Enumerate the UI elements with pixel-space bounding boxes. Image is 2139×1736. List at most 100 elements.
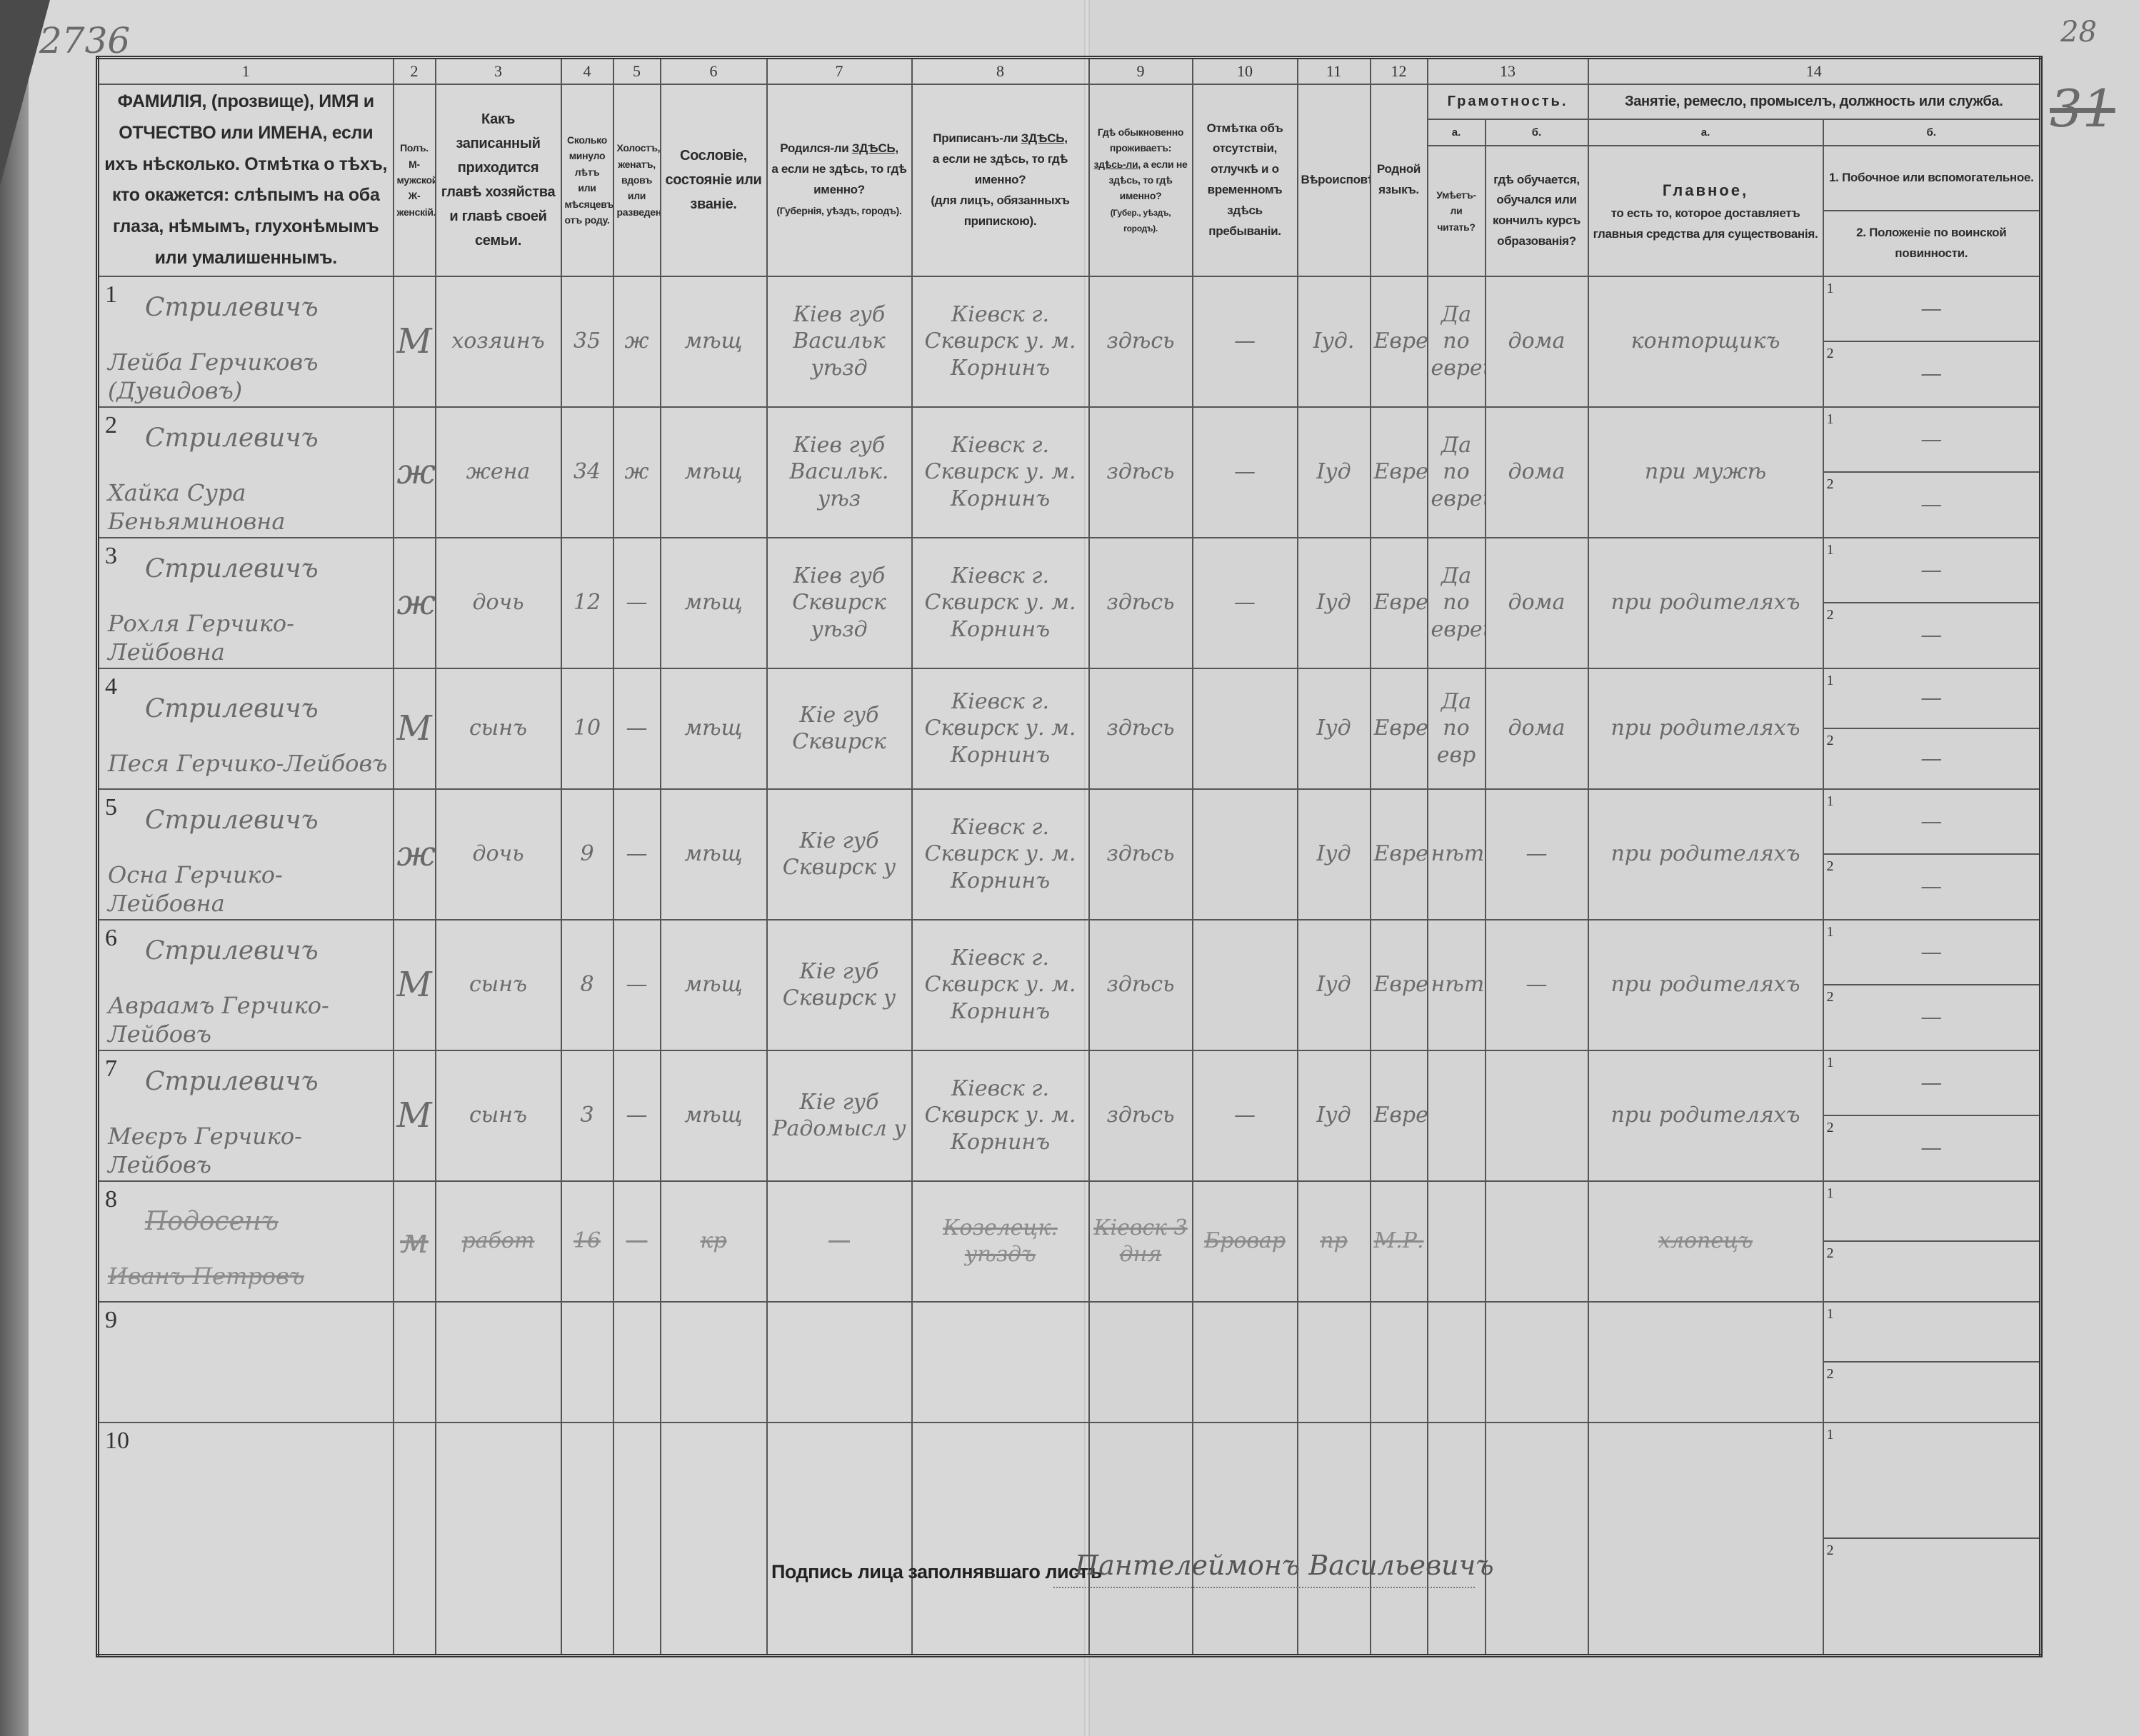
header-sex: Полъ. М-мужской. Ж-женскій. xyxy=(392,84,436,277)
header-language: Родной языкъ. xyxy=(1369,84,1428,277)
sub-label-1: 1 xyxy=(1826,411,1834,427)
sub-label-1: 1 xyxy=(1826,1305,1834,1322)
table-row: 2 Стрилевичъ Хайка Сура Беньяминовна ж жен… xyxy=(96,406,2042,538)
header-registered-c: (для лицъ, обязанныхъ припискою). xyxy=(931,193,1070,228)
cell-religion: Іуд xyxy=(1296,406,1371,538)
cell-marital xyxy=(612,1300,661,1423)
cell-residence: здѣсь xyxy=(1088,667,1193,790)
cell-literacy-b xyxy=(1484,1421,1589,1657)
cell-birthplace xyxy=(766,1300,913,1423)
header-literacy: Грамотность. xyxy=(1426,84,1589,120)
signature-line xyxy=(1053,1587,1475,1588)
col-number-10: 10 xyxy=(1191,56,1298,85)
given-name: Лейба Герчиковъ (Дувидовъ) xyxy=(108,348,319,404)
cell-literacy-b: — xyxy=(1484,788,1589,920)
header-relation: Какъ записанный приходится главѣ хозяйст… xyxy=(434,84,562,277)
surname: Стрилевичъ xyxy=(145,553,319,583)
cell-occupation-main xyxy=(1587,1421,1824,1657)
cell-occupation-main: конторщикъ xyxy=(1587,275,1824,408)
cell-literacy-b: дома xyxy=(1484,536,1589,669)
row-number: 3 xyxy=(105,542,117,569)
cell-literacy-b: дома xyxy=(1484,275,1589,408)
sub-label-2: 2 xyxy=(1826,607,1834,623)
side-occupation: — xyxy=(1920,426,1943,452)
cell-absence: — xyxy=(1191,275,1298,408)
given-name: Песя Герчико-Лейбовъ xyxy=(108,749,388,777)
cell-birthplace: Кіе губ Сквирск у xyxy=(766,918,913,1051)
cell-literacy-a: Да по еврейск xyxy=(1426,536,1486,669)
cell-relation: работ xyxy=(434,1180,562,1303)
cell-side-occupation: 1 2 xyxy=(1822,1300,2042,1423)
header-residence-here: здѣсь-ли, xyxy=(1093,158,1141,170)
cell-literacy-a: нѣтъ xyxy=(1426,918,1486,1051)
cell-sex: М xyxy=(392,275,436,408)
cell-side-occupation: 1— 2— xyxy=(1822,406,2042,538)
military-status-slot: 2— xyxy=(1825,603,2040,667)
surname: Стрилевичъ xyxy=(145,805,319,835)
cell-occupation-main: при родителяхъ xyxy=(1587,1049,1824,1182)
scan-background-edge xyxy=(0,0,29,1736)
cell-side-occupation: 1 2 xyxy=(1822,1421,2042,1657)
cell-relation: дочь xyxy=(434,788,562,920)
side-occupation-slot: 1— xyxy=(1824,670,2039,729)
page-corner-shadow xyxy=(0,0,50,186)
cell-absence xyxy=(1191,1421,1298,1657)
header-main-occupation-text: то есть то, которое доставляетъ главныя … xyxy=(1593,206,1818,241)
table-row: 10 1 2 xyxy=(96,1421,2042,1657)
cell-estate: мѣщ xyxy=(659,918,768,1051)
cell-registered: Кіевск г. Сквирск у. м. Корнинъ xyxy=(911,918,1090,1051)
cell-registered: Кіевск г. Сквирск у. м. Корнинъ xyxy=(911,536,1090,669)
cell-registered xyxy=(911,1300,1090,1423)
header-can-read: Умѣетъ-ли читать? xyxy=(1426,145,1486,277)
header-birthplace-b: а если не здѣсь, то гдѣ именно? xyxy=(771,162,907,197)
cell-name: 2 Стрилевичъ Хайка Сура Беньяминовна xyxy=(96,406,394,538)
col-number-14: 14 xyxy=(1587,56,2042,85)
cell-estate xyxy=(659,1421,768,1657)
cell-religion: Іуд xyxy=(1296,918,1371,1051)
sub-label-2: 2 xyxy=(1826,733,1834,748)
header-literacy-b-letter: б. xyxy=(1484,118,1589,147)
col-number-13: 13 xyxy=(1426,56,1589,85)
cell-occupation-main: при родителяхъ xyxy=(1587,788,1824,920)
cell-sex xyxy=(392,1300,436,1423)
side-occupation-slot: 1 xyxy=(1824,1303,2039,1363)
cell-occupation-main: при родителяхъ xyxy=(1587,536,1824,669)
cell-literacy-a: Да по еврейски xyxy=(1426,275,1486,408)
cell-birthplace: Кіе губ Радомысл у xyxy=(766,1049,913,1182)
signature: Пантелеймонъ Васильевичъ xyxy=(1075,1550,1494,1581)
row-number: 10 xyxy=(105,1427,129,1454)
sub-label-2: 2 xyxy=(1826,476,1834,492)
header-religion: Вѣроисповѣданіе. xyxy=(1296,84,1371,277)
col-number-7: 7 xyxy=(766,56,913,85)
cell-name: 8 Подосенъ Иванъ Петровъ xyxy=(96,1180,394,1303)
cell-literacy-b: дома xyxy=(1484,406,1589,538)
cell-estate: мѣщ xyxy=(659,788,768,920)
side-occupation: — xyxy=(1920,296,1943,321)
sub-label-1: 1 xyxy=(1826,1185,1834,1201)
row-number: 2 xyxy=(105,411,117,438)
cell-birthplace: Кіев губ Васильк уѣзд xyxy=(766,275,913,408)
cell-age: 16 xyxy=(560,1180,614,1303)
census-form-table: 1 2 3 4 5 6 7 8 9 10 11 12 13 14 ФАМИЛІЯ… xyxy=(96,56,2043,1657)
military-status: — xyxy=(1920,746,1943,771)
cell-age: 10 xyxy=(560,667,614,790)
row-number: 7 xyxy=(105,1055,117,1082)
cell-relation xyxy=(434,1421,562,1657)
col-number-3: 3 xyxy=(434,56,562,85)
cell-literacy-b xyxy=(1484,1180,1589,1303)
header-absence: Отмѣтка объ отсутствіи, отлучкѣ и о врем… xyxy=(1191,84,1298,277)
cell-birthplace xyxy=(766,1421,913,1657)
header-marital: Холостъ, женатъ, вдовъ или разведенъ. xyxy=(612,84,661,277)
cell-sex: ж xyxy=(392,406,436,538)
military-status-slot: 2— xyxy=(1825,855,2040,918)
cell-name: 6 Стрилевичъ Авраамъ Герчико-Лейбовъ xyxy=(96,918,394,1051)
cell-marital: ж xyxy=(612,275,661,408)
cell-birthplace: Кіев губ Сквирск уѣзд xyxy=(766,536,913,669)
col-number-1: 1 xyxy=(96,56,394,85)
cell-marital: — xyxy=(612,667,661,790)
cell-residence: Кіевск 3 дня xyxy=(1088,1180,1193,1303)
cell-relation: жена xyxy=(434,406,562,538)
cell-registered: Кіевск г. Сквирск у. м. Корнинъ xyxy=(911,275,1090,408)
cell-absence: — xyxy=(1191,1049,1298,1182)
